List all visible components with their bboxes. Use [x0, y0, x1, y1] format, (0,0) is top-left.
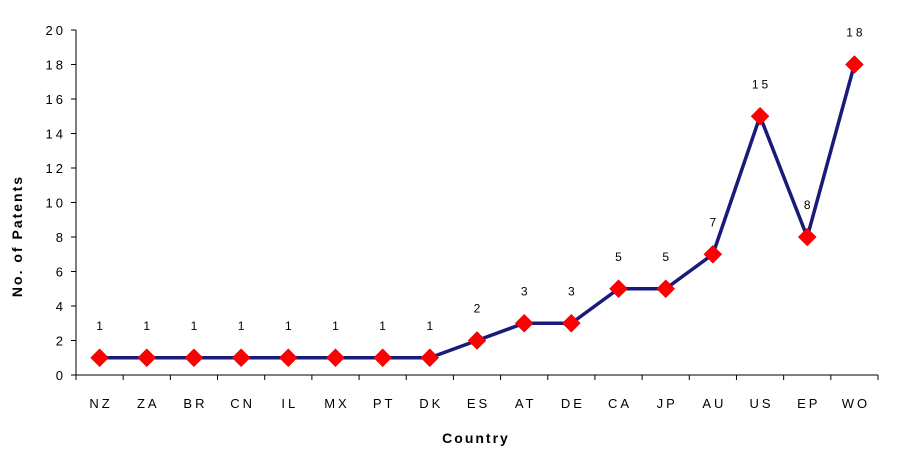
y-tick-label: 4	[56, 299, 66, 314]
x-tick-label: CN	[230, 396, 255, 411]
x-tick-label: JP	[657, 396, 678, 411]
data-label: 15	[752, 77, 771, 91]
data-point	[609, 279, 628, 299]
data-point	[703, 244, 723, 264]
data-point	[278, 348, 298, 368]
x-tick-label: BR	[183, 396, 207, 411]
x-tick-label: NZ	[89, 396, 112, 411]
data-point	[420, 348, 440, 368]
data-point	[797, 227, 817, 247]
data-point	[184, 348, 204, 368]
y-tick-label: 18	[46, 58, 66, 73]
data-point	[467, 331, 487, 350]
data-point	[514, 313, 534, 333]
data-label: 1	[426, 319, 436, 333]
x-tick-label: US	[750, 396, 774, 411]
x-axis-title: Country	[442, 430, 510, 446]
data-label: 1	[191, 319, 201, 333]
x-tick-label: AU	[702, 396, 726, 411]
data-label: 1	[143, 319, 153, 333]
x-tick-label: DE	[561, 396, 585, 411]
data-label: 7	[710, 215, 720, 229]
y-axis: 0 2 4 6 8 10 12 14 16 18 20	[46, 23, 77, 383]
data-point-group	[90, 55, 864, 368]
data-label: 1	[379, 319, 389, 333]
y-tick-label: 20	[46, 23, 66, 38]
data-point	[845, 55, 864, 74]
data-label: 5	[662, 250, 672, 264]
x-tick-label: AT	[515, 396, 537, 411]
y-tick-label: 12	[46, 161, 66, 176]
data-label: 1	[238, 319, 248, 333]
x-tick-label: DK	[419, 396, 443, 411]
data-label: 8	[804, 198, 814, 212]
data-point	[561, 313, 581, 333]
y-tick-label: 10	[46, 196, 66, 211]
data-label: 18	[846, 26, 865, 40]
data-point	[326, 348, 345, 368]
x-tick-label: WO	[842, 396, 870, 411]
x-tick-label: PT	[373, 396, 396, 411]
y-tick-label: 6	[56, 265, 66, 280]
data-label: 5	[615, 250, 625, 264]
data-label: 1	[332, 319, 342, 333]
y-tick-label: 8	[56, 230, 66, 245]
y-axis-title: No. of Patents	[9, 175, 25, 297]
x-tick-label: MX	[324, 396, 350, 411]
x-tick-label: EP	[797, 396, 820, 411]
data-point	[137, 348, 157, 368]
data-point	[750, 106, 770, 126]
data-label: 3	[521, 284, 531, 298]
x-tick-label: ES	[467, 396, 490, 411]
data-point	[373, 348, 393, 368]
data-label: 1	[285, 319, 295, 333]
data-label-group: 1 1 1 1 1 1 1 1 2 3 3 5 5 7 15 8 18	[96, 26, 865, 333]
data-label: 2	[474, 302, 484, 316]
data-point	[231, 348, 251, 368]
y-tick-label: 0	[56, 368, 66, 383]
data-point	[90, 348, 109, 368]
y-tick-label: 14	[46, 127, 66, 142]
data-point	[656, 279, 676, 299]
y-tick-label: 16	[46, 92, 66, 107]
x-tick-label: CA	[608, 396, 632, 411]
y-tick-label: 2	[56, 334, 66, 349]
data-label: 1	[96, 319, 106, 333]
x-axis: NZ ZA BR CN IL MX PT DK ES AT DE CA JP AU US EP WO	[75, 374, 879, 411]
x-tick-label: ZA	[137, 396, 160, 411]
x-tick-label: IL	[281, 396, 298, 411]
data-label: 3	[568, 284, 578, 298]
